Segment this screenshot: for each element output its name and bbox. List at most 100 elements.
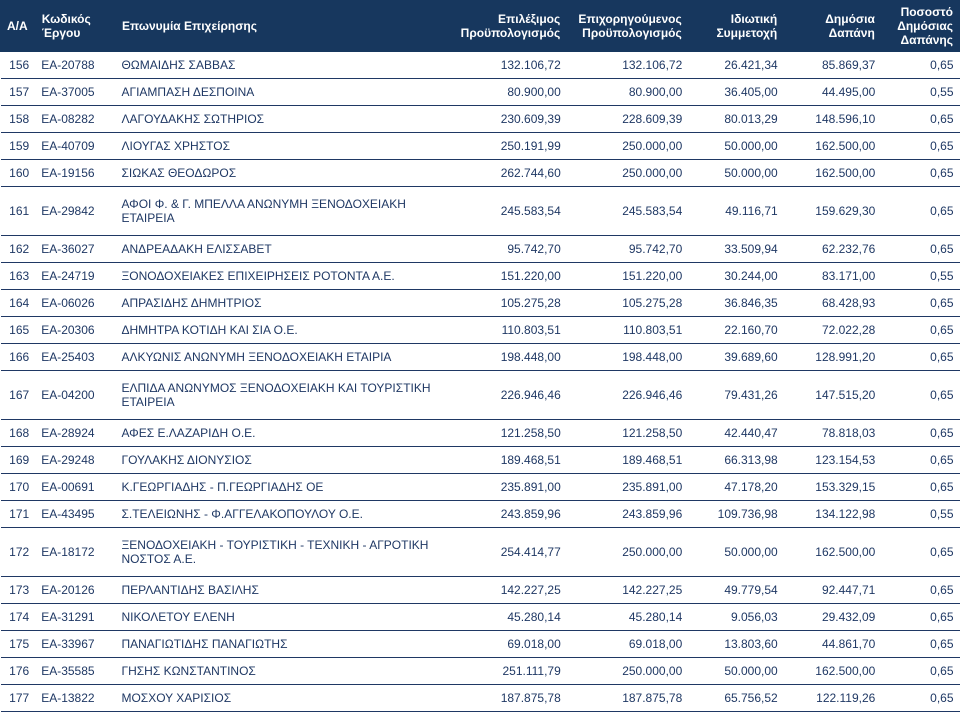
- cell-code: ΕΑ-37005: [35, 79, 115, 106]
- cell-budget1: 187.875,78: [454, 685, 567, 712]
- cell-public: 29.432,09: [784, 604, 882, 631]
- cell-private: 49.779,54: [688, 577, 783, 604]
- table-row: 163ΕΑ-24719ΞΟΝΟΔΟΧΕΙΑΚΕΣ ΕΠΙΧΕΙΡΗΣΕΙΣ ΡΟ…: [1, 263, 960, 290]
- cell-budget2: 105.275,28: [567, 290, 689, 317]
- cell-idx: 169: [1, 447, 36, 474]
- cell-code: ΕΑ-43495: [35, 501, 115, 528]
- cell-idx: 176: [1, 658, 36, 685]
- cell-idx: 167: [1, 371, 36, 420]
- cell-budget1: 235.891,00: [454, 474, 567, 501]
- table-row: 157ΕΑ-37005ΑΓΙΑΜΠΑΣΗ ΔΕΣΠΟΙΝΑ80.900,0080…: [1, 79, 960, 106]
- cell-budget1: 198.448,00: [454, 344, 567, 371]
- col-budget2: Επιχορηγούμενος Προϋπολογισμός: [567, 1, 689, 52]
- cell-budget1: 250.191,99: [454, 133, 567, 160]
- cell-percent: 0,65: [881, 344, 959, 371]
- cell-code: ΕΑ-35585: [35, 658, 115, 685]
- cell-budget1: 110.803,51: [454, 317, 567, 344]
- cell-name: ΠΕΡΛΑΝΤΙΔΗΣ ΒΑΣΙΛΗΣ: [115, 577, 453, 604]
- cell-idx: 173: [1, 577, 36, 604]
- cell-budget1: 80.900,00: [454, 79, 567, 106]
- cell-budget2: 151.220,00: [567, 263, 689, 290]
- cell-public: 78.818,03: [784, 420, 882, 447]
- col-code: Κωδικός Έργου: [35, 1, 115, 52]
- cell-name: ΓΟΥΛΑΚΗΣ ΔΙΟΝΥΣΙΟΣ: [115, 447, 453, 474]
- cell-percent: 0,65: [881, 631, 959, 658]
- projects-table: Α/Α Κωδικός Έργου Επωνυμία Επιχείρησης Ε…: [0, 0, 960, 712]
- cell-private: 50.000,00: [688, 160, 783, 187]
- cell-private: 22.160,70: [688, 317, 783, 344]
- table-row: 162ΕΑ-36027ΑΝΔΡΕΑΔΑΚΗ ΕΛΙΣΣΑΒΕΤ95.742,70…: [1, 236, 960, 263]
- table-row: 160ΕΑ-19156ΣΙΩΚΑΣ ΘΕΟΔΩΡΟΣ262.744,60250.…: [1, 160, 960, 187]
- cell-code: ΕΑ-20306: [35, 317, 115, 344]
- cell-code: ΕΑ-18172: [35, 528, 115, 577]
- table-row: 171ΕΑ-43495Σ.ΤΕΛΕΙΩΝΗΣ - Φ.ΑΓΓΕΛΑΚΟΠΟΥΛΟ…: [1, 501, 960, 528]
- cell-budget2: 142.227,25: [567, 577, 689, 604]
- table-row: 164ΕΑ-06026ΑΠΡΑΣΙΔΗΣ ΔΗΜΗΤΡΙΟΣ105.275,28…: [1, 290, 960, 317]
- cell-code: ΕΑ-25403: [35, 344, 115, 371]
- cell-public: 83.171,00: [784, 263, 882, 290]
- cell-budget2: 95.742,70: [567, 236, 689, 263]
- cell-code: ΕΑ-40709: [35, 133, 115, 160]
- cell-idx: 158: [1, 106, 36, 133]
- cell-percent: 0,65: [881, 317, 959, 344]
- cell-percent: 0,65: [881, 604, 959, 631]
- cell-budget1: 121.258,50: [454, 420, 567, 447]
- cell-name: ΛΑΓΟΥΔΑΚΗΣ ΣΩΤΗΡΙΟΣ: [115, 106, 453, 133]
- cell-idx: 160: [1, 160, 36, 187]
- cell-idx: 162: [1, 236, 36, 263]
- cell-percent: 0,65: [881, 106, 959, 133]
- cell-private: 30.244,00: [688, 263, 783, 290]
- cell-budget1: 69.018,00: [454, 631, 567, 658]
- table-row: 177ΕΑ-13822ΜΟΣΧΟΥ ΧΑΡΙΣΙΟΣ187.875,78187.…: [1, 685, 960, 712]
- cell-budget2: 243.859,96: [567, 501, 689, 528]
- table-row: 176ΕΑ-35585ΓΗΣΗΣ ΚΩΝΣΤΑΝΤΙΝΟΣ251.111,792…: [1, 658, 960, 685]
- cell-idx: 166: [1, 344, 36, 371]
- col-idx: Α/Α: [1, 1, 36, 52]
- cell-private: 36.405,00: [688, 79, 783, 106]
- table-row: 174ΕΑ-31291ΝΙΚΟΛΕΤΟΥ ΕΛΕΝΗ45.280,1445.28…: [1, 604, 960, 631]
- cell-private: 47.178,20: [688, 474, 783, 501]
- cell-percent: 0,65: [881, 577, 959, 604]
- cell-name: Σ.ΤΕΛΕΙΩΝΗΣ - Φ.ΑΓΓΕΛΑΚΟΠΟΥΛΟΥ Ο.Ε.: [115, 501, 453, 528]
- cell-percent: 0,65: [881, 474, 959, 501]
- cell-idx: 171: [1, 501, 36, 528]
- cell-name: ΜΟΣΧΟΥ ΧΑΡΙΣΙΟΣ: [115, 685, 453, 712]
- cell-idx: 174: [1, 604, 36, 631]
- cell-budget1: 226.946,46: [454, 371, 567, 420]
- cell-public: 85.869,37: [784, 52, 882, 79]
- cell-private: 39.689,60: [688, 344, 783, 371]
- cell-budget1: 245.583,54: [454, 187, 567, 236]
- cell-name: ΘΩΜΑΙΔΗΣ ΣΑΒΒΑΣ: [115, 52, 453, 79]
- table-row: 156ΕΑ-20788ΘΩΜΑΙΔΗΣ ΣΑΒΒΑΣ132.106,72132.…: [1, 52, 960, 79]
- cell-private: 79.431,26: [688, 371, 783, 420]
- cell-idx: 175: [1, 631, 36, 658]
- cell-budget2: 245.583,54: [567, 187, 689, 236]
- cell-percent: 0,65: [881, 160, 959, 187]
- cell-name: ΑΦΕΣ Ε.ΛΑΖΑΡΙΔΗ Ο.Ε.: [115, 420, 453, 447]
- cell-percent: 0,65: [881, 420, 959, 447]
- cell-name: ΞΟΝΟΔΟΧΕΙΑΚΕΣ ΕΠΙΧΕΙΡΗΣΕΙΣ ΡΟΤΟΝΤΑ Α.Ε.: [115, 263, 453, 290]
- cell-percent: 0,65: [881, 371, 959, 420]
- cell-idx: 161: [1, 187, 36, 236]
- cell-budget2: 187.875,78: [567, 685, 689, 712]
- cell-public: 44.861,70: [784, 631, 882, 658]
- cell-name: ΑΠΡΑΣΙΔΗΣ ΔΗΜΗΤΡΙΟΣ: [115, 290, 453, 317]
- col-budget1: Επιλέξιμος Προϋπολογισμός: [454, 1, 567, 52]
- cell-idx: 159: [1, 133, 36, 160]
- cell-code: ΕΑ-13822: [35, 685, 115, 712]
- cell-public: 122.119,26: [784, 685, 882, 712]
- cell-private: 65.756,52: [688, 685, 783, 712]
- cell-percent: 0,55: [881, 79, 959, 106]
- cell-private: 13.803,60: [688, 631, 783, 658]
- cell-percent: 0,55: [881, 263, 959, 290]
- cell-percent: 0,65: [881, 290, 959, 317]
- cell-budget1: 105.275,28: [454, 290, 567, 317]
- cell-public: 128.991,20: [784, 344, 882, 371]
- table-row: 173ΕΑ-20126ΠΕΡΛΑΝΤΙΔΗΣ ΒΑΣΙΛΗΣ142.227,25…: [1, 577, 960, 604]
- cell-budget2: 121.258,50: [567, 420, 689, 447]
- cell-name: ΑΦΟΙ Φ. & Γ. ΜΠΕΛΛΑ ΑΝΩΝΥΜΗ ΞΕΝΟΔΟΧΕΙΑΚΗ…: [115, 187, 453, 236]
- cell-public: 92.447,71: [784, 577, 882, 604]
- col-percent: Ποσοστό Δημόσιας Δαπάνης: [881, 1, 959, 52]
- cell-percent: 0,65: [881, 187, 959, 236]
- cell-percent: 0,55: [881, 501, 959, 528]
